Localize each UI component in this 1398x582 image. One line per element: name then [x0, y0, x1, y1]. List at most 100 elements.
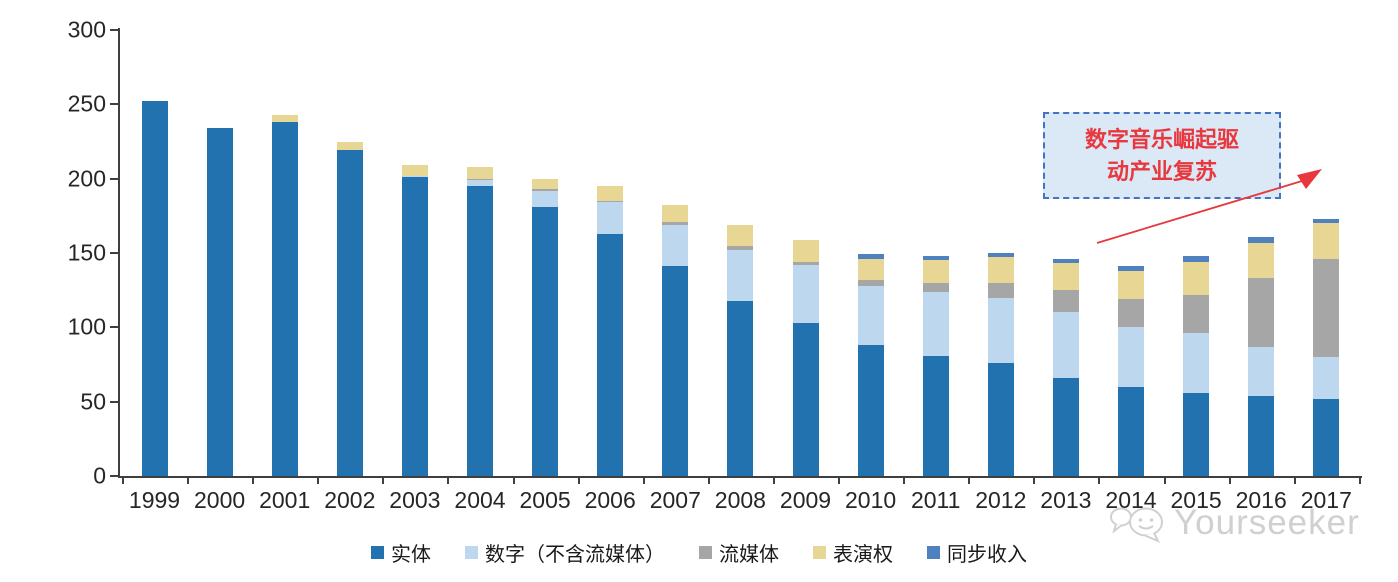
bar-segment-2010-同步收入	[857, 254, 884, 259]
bar-segment-2016-表演权	[1248, 242, 1275, 279]
x-category-label: 2003	[389, 487, 441, 513]
bar-segment-2012-数字（不含流媒体）	[987, 297, 1014, 363]
bar-segment-2016-同步收入	[1248, 236, 1275, 243]
y-tick-mark	[110, 400, 118, 403]
y-tick-mark	[110, 475, 118, 477]
x-tick-mark	[447, 477, 450, 484]
chat-bubbles-smiley-icon	[1110, 507, 1163, 543]
bar-segment-2006-数字（不含流媒体）	[597, 202, 624, 234]
x-tick-mark	[1293, 477, 1296, 484]
legend-swatch-icon	[371, 546, 384, 559]
legend-item-2: 流媒体	[699, 538, 779, 567]
legend-item-3: 表演权	[813, 538, 893, 567]
bar-segment-2010-流媒体	[857, 279, 884, 286]
bar-segment-2005-数字（不含流媒体）	[532, 190, 559, 207]
bar-segment-2010-数字（不含流媒体）	[857, 285, 884, 346]
bar-segment-2016-流媒体	[1248, 278, 1275, 347]
bar-segment-2005-流媒体	[532, 189, 559, 191]
x-tick-mark	[1228, 477, 1231, 484]
bar-segment-2002-实体	[336, 150, 363, 476]
bar-segment-1999-实体	[141, 101, 168, 476]
bar-segment-2014-实体	[1118, 386, 1144, 476]
annotation-text-line2: 动产业复苏	[1106, 158, 1217, 184]
bar-segment-2015-实体	[1183, 392, 1210, 476]
x-category-label: 1999	[128, 487, 181, 513]
x-category-label: 2017	[1300, 487, 1352, 513]
bar-segment-2013-同步收入	[1052, 258, 1079, 264]
bar-segment-2009-实体	[792, 322, 819, 476]
bar-segment-2005-表演权	[532, 178, 559, 190]
bar-segment-2006-表演权	[597, 186, 624, 201]
bar-segment-2017-表演权	[1313, 223, 1340, 259]
bar-segment-2008-实体	[727, 300, 754, 476]
x-category-label: 2011	[910, 487, 961, 513]
y-tick-mark	[110, 103, 118, 106]
x-category-label: 2007	[649, 487, 701, 513]
legend-item-1: 数字（不含流媒体）	[465, 538, 665, 567]
legend-swatch-icon	[465, 546, 478, 559]
x-category-label: 2016	[1235, 487, 1287, 513]
bar-segment-2013-表演权	[1052, 263, 1079, 291]
bar-segment-2000-实体	[206, 128, 233, 476]
bar-segment-2012-实体	[987, 363, 1014, 476]
x-tick-mark	[317, 477, 320, 484]
bar-segment-2008-流媒体	[727, 245, 754, 251]
y-tick-label: 250	[67, 90, 106, 117]
x-category-label: 2005	[519, 487, 571, 513]
bar-segment-2003-表演权	[401, 165, 428, 176]
x-category-label: 2015	[1170, 487, 1222, 513]
x-axis-line	[118, 476, 1362, 478]
bar-segment-2004-表演权	[467, 166, 493, 179]
bar-segment-2011-同步收入	[922, 255, 949, 261]
x-tick-mark	[252, 477, 255, 484]
x-category-label: 2001	[259, 487, 311, 513]
x-tick-mark	[1163, 477, 1166, 484]
bar-segment-2016-数字（不含流媒体）	[1248, 346, 1275, 396]
x-tick-mark	[642, 477, 645, 484]
y-tick-label: 300	[67, 16, 106, 43]
bar-segment-2011-流媒体	[922, 282, 949, 292]
x-tick-mark	[838, 477, 841, 484]
bar-segment-2011-表演权	[922, 260, 949, 283]
legend-label: 数字（不含流媒体）	[485, 544, 665, 566]
legend-swatch-icon	[699, 546, 712, 559]
bar-segment-2001-表演权	[271, 114, 298, 123]
bar-segment-2003-实体	[401, 177, 428, 476]
bar-segment-2010-实体	[857, 345, 884, 476]
bar-segment-2009-表演权	[792, 239, 819, 262]
annotation-box: 数字音乐崛起驱 动产业复苏	[1043, 112, 1281, 199]
y-tick-mark	[110, 29, 118, 31]
bar-segment-2015-同步收入	[1183, 255, 1210, 262]
bar-segment-2014-同步收入	[1118, 266, 1144, 271]
watermark-text: Yourseeker	[1174, 503, 1360, 542]
bar-segment-2008-表演权	[727, 224, 754, 246]
bar-segment-2017-同步收入	[1313, 218, 1340, 224]
chart-legend: 实体 数字（不含流媒体） 流媒体 表演权 同步收入	[0, 538, 1398, 567]
y-axis-line	[118, 28, 120, 478]
bar-segment-2007-表演权	[662, 205, 689, 222]
x-tick-mark	[1033, 477, 1036, 484]
bar-segment-2012-流媒体	[987, 282, 1014, 298]
bar-segment-2007-流媒体	[662, 221, 689, 225]
bar-segment-2012-同步收入	[987, 253, 1014, 258]
bar-segment-2015-流媒体	[1183, 294, 1210, 334]
legend-label: 实体	[391, 544, 431, 566]
bar-segment-2012-表演权	[987, 257, 1014, 283]
bar-segment-2004-数字（不含流媒体）	[467, 180, 493, 187]
bar-segment-2017-实体	[1313, 398, 1340, 476]
x-category-label: 2012	[975, 487, 1027, 513]
bar-segment-2004-流媒体	[467, 178, 493, 181]
bar-segment-2001-实体	[271, 122, 298, 476]
x-category-label: 2009	[779, 487, 832, 513]
bar-segment-2011-实体	[922, 355, 949, 476]
bar-segment-2007-实体	[662, 266, 689, 476]
bar-segment-2002-表演权	[336, 141, 363, 151]
bar-segment-2010-表演权	[857, 258, 884, 280]
bar-segment-2017-流媒体	[1313, 258, 1340, 358]
bar-segment-2005-实体	[532, 206, 559, 476]
bar-segment-2014-表演权	[1118, 270, 1144, 300]
x-tick-mark	[512, 477, 515, 484]
y-tick-label: 150	[67, 239, 106, 266]
bar-segment-2015-数字（不含流媒体）	[1183, 333, 1210, 393]
